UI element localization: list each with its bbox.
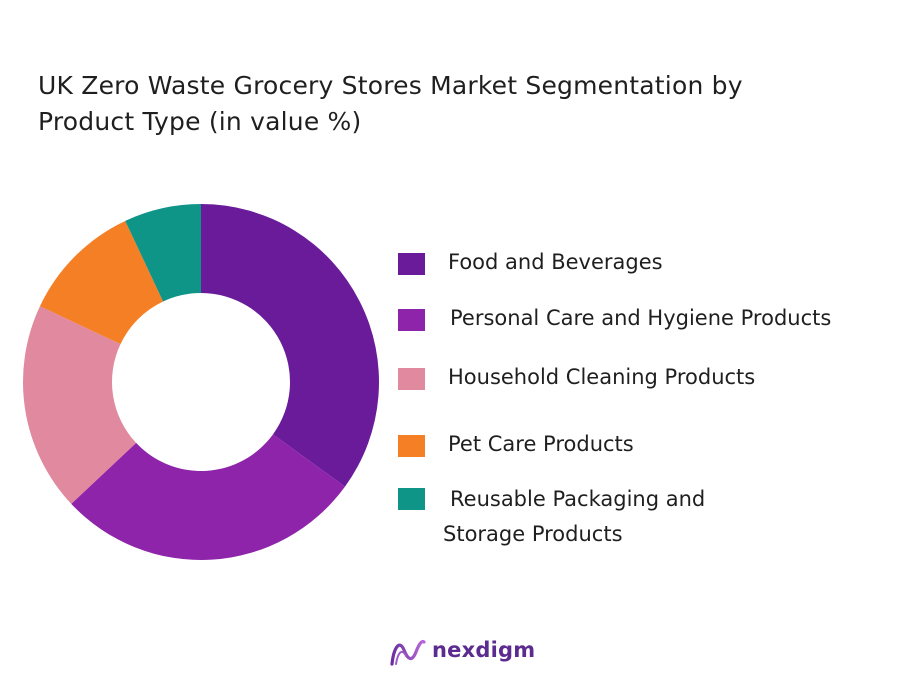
donut-slice-reusable-packaging [125,204,201,302]
chart-title: UK Zero Waste Grocery Stores Market Segm… [38,68,838,140]
logo-text: nexdigm [432,638,536,662]
legend-label-food-beverages: Food and Beverages [448,250,663,274]
brand-logo: nexdigm [388,632,535,672]
legend-swatch-household-cleaning [398,368,425,390]
chart-title-line-2: Product Type (in value %) [38,107,362,136]
chart-title-line-1: UK Zero Waste Grocery Stores Market Segm… [38,71,743,100]
legend-swatch-pet-care [398,435,425,457]
legend-swatch-reusable-packaging [398,488,425,510]
legend-label-personal-care: Personal Care and Hygiene Products [450,306,832,330]
donut-slice-food-beverages [201,204,379,487]
donut-slice-pet-care [39,220,164,345]
legend-label-pet-care: Pet Care Products [448,432,634,456]
donut-slice-household-cleaning [22,306,137,504]
legend-swatch-food-beverages [398,253,425,275]
legend-label-reusable-packaging-line-2: Storage Products [443,522,623,546]
nexdigm-logo-icon [390,639,426,666]
donut-slice-personal-care [71,434,346,560]
legend-swatch-personal-care [398,309,425,331]
legend-label-reusable-packaging: Reusable Packaging and [450,487,706,511]
legend-label-household-cleaning: Household Cleaning Products [448,365,756,389]
